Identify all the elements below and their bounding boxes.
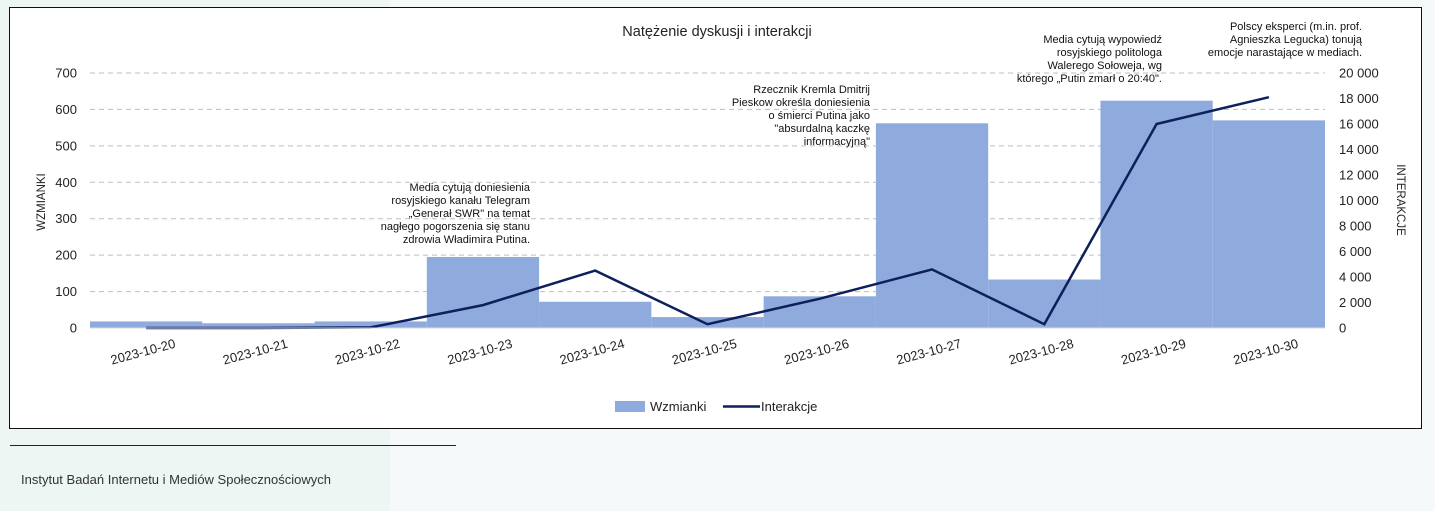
x-tick-label: 2023-10-22 [333,336,401,368]
x-tick-label: 2023-10-28 [1007,336,1075,368]
x-tick-label: 2023-10-20 [109,336,177,368]
annotation-line: informacyjną" [804,136,870,148]
y-axis-left-label: WZMIANKI [36,173,48,231]
bar-wzmianki-2023-10-22 [314,321,427,328]
y-left-tick-label: 700 [55,66,77,81]
annotation-line: Media cytują doniesienia [410,182,531,194]
y-left-tick-label: 100 [55,284,77,299]
annotation-line: "absurdalną kaczkę [774,123,870,135]
annotation-line: Pieskow określa doniesienia [732,97,871,109]
annotation-2023-10-30: Polscy eksperci (m.in. prof. Agnieszka Le… [1208,21,1363,59]
y-right-tick-label: 16 000 [1339,117,1379,132]
annotation-2023-10-27: Rzecznik Kremla Dmitrij Pieskow określa d… [732,84,871,148]
chart-title: Natężenie dyskusji i interakcji [622,24,811,40]
annotation-line: „Generał SWR" na temat [409,208,530,220]
y-right-tick-label: 18 000 [1339,91,1379,106]
bar-wzmianki-2023-10-30 [1212,120,1325,328]
y-left-tick-label: 200 [55,248,77,263]
legend-swatch-wzmianki [615,401,645,412]
annotation-line: zdrowia Władimira Putina. [403,234,530,246]
legend-label-wzmianki: Wzmianki [650,399,706,414]
y-right-tick-label: 4 000 [1339,270,1372,285]
y-right-tick-label: 0 [1339,321,1346,336]
y-left-tick-label: 600 [55,102,77,117]
bar-wzmianki-2023-10-20 [90,321,203,328]
annotation-line: Walerego Sołoweja, wg [1047,60,1162,72]
annotation-line: którego „Putin zmarł o 20:40". [1017,73,1162,85]
y-right-tick-label: 12 000 [1339,168,1379,183]
annotation-line: Polscy eksperci (m.in. prof. [1230,21,1362,33]
annotation-line: emocje narastające w mediach. [1208,47,1362,59]
x-tick-label: 2023-10-23 [446,336,514,368]
y-right-tick-label: 14 000 [1339,142,1379,157]
bar-wzmianki-2023-10-25 [651,317,764,328]
annotation-2023-10-23: Media cytują doniesienia rosyjskiego kana… [381,182,531,246]
bar-wzmianki-2023-10-26 [763,296,876,328]
footer-divider [10,445,456,446]
y-left-tick-label: 0 [70,321,77,336]
y-right-tick-label: 20 000 [1339,66,1379,81]
y-axis-right-label: INTERAKCJE [1394,164,1406,236]
bar-wzmianki-2023-10-24 [539,301,652,328]
x-tick-label: 2023-10-25 [670,336,738,368]
legend-label-interakcje: Interakcje [761,399,817,414]
x-tick-label: 2023-10-24 [558,336,626,368]
x-tick-label: 2023-10-29 [1119,336,1187,368]
y-right-tick-label: 2 000 [1339,295,1372,310]
bar-wzmianki-2023-10-29 [1100,100,1213,328]
y-left-tick-label: 500 [55,138,77,153]
y-right-tick-label: 10 000 [1339,193,1379,208]
annotation-line: Agnieszka Legucka) tonują [1230,34,1363,46]
y-left-tick-label: 300 [55,211,77,226]
y-left-tick-label: 400 [55,175,77,190]
x-tick-label: 2023-10-21 [221,336,289,368]
annotation-line: Media cytują wypowiedź [1043,34,1162,46]
annotation-line: rosyjskiego politologa [1057,47,1163,59]
legend: Wzmianki Interakcje [615,399,817,414]
annotation-2023-10-29: Media cytują wypowiedź rosyjskiego polito… [1017,34,1163,85]
x-tick-label: 2023-10-26 [783,336,851,368]
bar-wzmianki-2023-10-21 [202,323,315,328]
y-right-tick-label: 6 000 [1339,244,1372,259]
x-tick-label: 2023-10-30 [1232,336,1300,368]
annotation-line: nagłego pogorszenia się stanu [381,221,530,233]
footer-source: Instytut Badań Internetu i Mediów Społec… [21,472,332,487]
x-tick-label: 2023-10-27 [895,336,963,368]
bar-wzmianki-2023-10-28 [988,279,1101,328]
bar-wzmianki-2023-10-27 [875,123,989,329]
annotation-line: Rzecznik Kremla Dmitrij [753,84,870,96]
chart: 0 100 200 300 400 500 600 700 0 2 000 4 000 6 000 8 … [36,21,1406,414]
annotation-line: o śmierci Putina jako [769,110,871,122]
annotation-line: rosyjskiego kanału Telegram [391,195,530,207]
y-right-tick-label: 8 000 [1339,219,1372,234]
